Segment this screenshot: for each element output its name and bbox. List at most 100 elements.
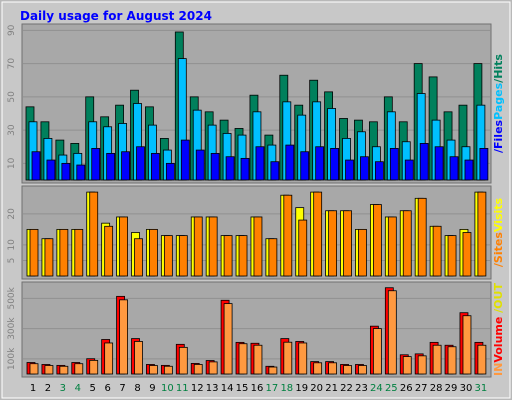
bar [449, 156, 459, 181]
bar [477, 191, 487, 277]
bar [462, 232, 472, 277]
bar [464, 159, 474, 181]
bar [74, 228, 84, 277]
bar [283, 341, 293, 375]
bar [91, 148, 101, 181]
legend-entry: /OUT [492, 283, 505, 317]
bar [193, 364, 203, 375]
bar [298, 219, 308, 277]
y-tick-label: 20 [7, 208, 17, 220]
x-tick-label: 26 [400, 383, 413, 394]
bar [372, 328, 382, 375]
bar [270, 161, 280, 181]
bar [283, 194, 293, 277]
y-tick-label: 70 [7, 58, 17, 70]
bar [180, 139, 190, 181]
bar [178, 346, 188, 375]
bar [358, 365, 367, 375]
legend: INVolume /OUT [492, 283, 505, 376]
bar [178, 235, 188, 277]
bar [31, 151, 41, 181]
bar [328, 362, 338, 375]
x-tick-label: 3 [60, 383, 66, 394]
x-tick-label: 14 [221, 383, 234, 394]
bar [59, 365, 69, 375]
bar [434, 146, 444, 181]
y-tick-label: 50 [7, 91, 17, 103]
bar [225, 156, 235, 181]
legend: /SitesVisits [492, 197, 505, 267]
legend-entry: /Hits [492, 54, 505, 83]
bar [479, 148, 489, 181]
bar [193, 216, 203, 277]
bar [89, 191, 99, 277]
bar [402, 210, 412, 277]
x-tick-label: 6 [104, 383, 110, 394]
bar [298, 342, 308, 375]
x-tick-label: 29 [445, 383, 458, 394]
bar [447, 235, 457, 277]
bar [238, 343, 248, 375]
bar [165, 162, 175, 181]
x-tick-label: 20 [310, 383, 323, 394]
bar [151, 152, 160, 181]
bar [134, 341, 143, 375]
bar [419, 143, 429, 181]
x-tick-label: 31 [475, 383, 488, 394]
bar [134, 238, 143, 277]
bar [253, 344, 263, 375]
bar [417, 197, 427, 277]
bar [74, 363, 84, 375]
bar [313, 191, 323, 277]
x-tick-label: 17 [266, 383, 279, 394]
bar [44, 365, 54, 375]
bar [104, 225, 114, 277]
bar [208, 216, 218, 277]
bar [119, 216, 128, 277]
bar [195, 149, 205, 181]
bar [223, 303, 233, 375]
bar [119, 299, 128, 375]
bar [29, 363, 39, 375]
x-tick-label: 19 [295, 383, 308, 394]
bar [358, 228, 367, 277]
y-tick-label: 30 [7, 124, 17, 136]
x-tick-label: 7 [119, 383, 125, 394]
bar [372, 204, 382, 277]
y-tick-label: 90 [7, 24, 17, 36]
bar [253, 216, 263, 277]
bar [402, 356, 412, 375]
x-tick-label: 8 [134, 383, 140, 394]
x-tick-label: 24 [370, 383, 383, 394]
bar [29, 228, 39, 277]
bar [61, 162, 71, 181]
y-tick-label: 10 [7, 157, 17, 169]
y-tick-label: 100k [7, 347, 17, 370]
bar [300, 151, 310, 181]
bar [432, 344, 442, 375]
bar [343, 365, 352, 375]
bar [44, 238, 54, 277]
legend: /FilesPages/Hits [492, 54, 505, 153]
bar [240, 157, 250, 181]
legend-entry: /Files [492, 119, 505, 153]
x-tick-label: 28 [430, 383, 443, 394]
legend-entry: IN [492, 363, 505, 376]
bar [315, 146, 325, 181]
bar [149, 228, 158, 277]
x-tick-label: 21 [325, 383, 338, 394]
bar [387, 216, 397, 277]
bar [477, 344, 487, 375]
bar [106, 152, 116, 181]
x-tick-label: 23 [355, 383, 368, 394]
bar [345, 159, 354, 181]
x-tick-label: 4 [75, 383, 81, 394]
x-tick-label: 12 [191, 383, 204, 394]
bar [268, 238, 278, 277]
bar [374, 161, 384, 181]
bar [163, 235, 173, 277]
bar [223, 235, 233, 277]
x-tick-label: 25 [385, 383, 398, 394]
x-tick-label: 2 [45, 383, 51, 394]
bar [89, 359, 99, 375]
